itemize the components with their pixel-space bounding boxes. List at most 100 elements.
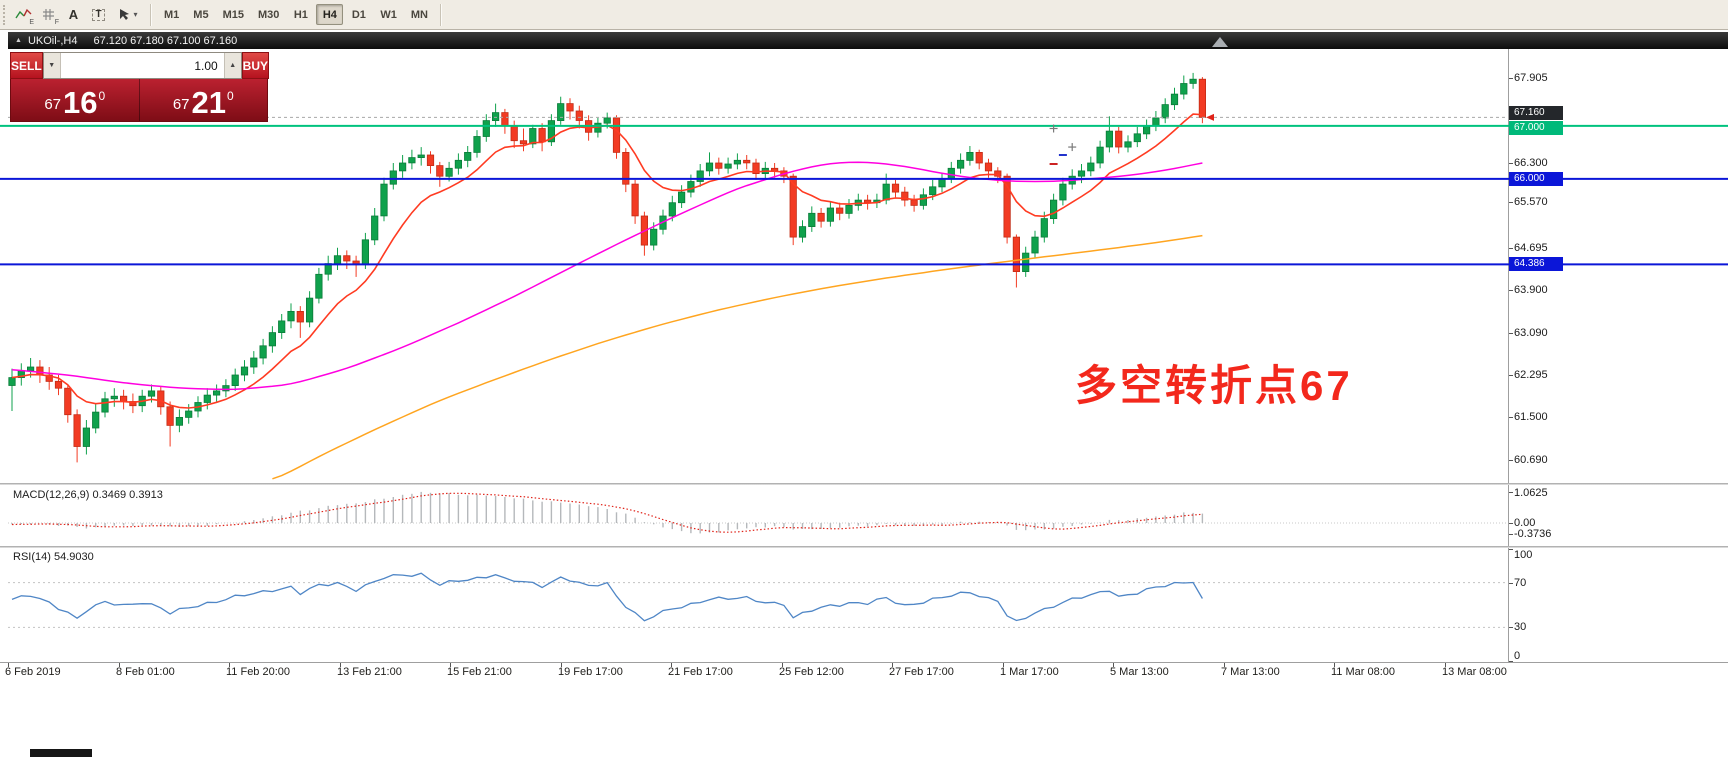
rsi-scale-label: 30 <box>1514 621 1527 633</box>
price-grid-label: 66.300 <box>1514 157 1548 169</box>
price-grid-tick <box>1509 460 1513 461</box>
time-axis-tick <box>1334 663 1335 667</box>
toolbar-separator <box>439 3 442 26</box>
macd-scale-tick <box>1509 534 1513 535</box>
time-axis-label: 11 Feb 20:00 <box>226 666 291 678</box>
chart-text-annotation[interactable]: 多空转折点67 <box>1075 362 1353 409</box>
time-axis-tick <box>229 663 230 667</box>
price-level-box: 66.000 <box>1509 172 1563 186</box>
ohlc-readout: 67.120 67.180 67.100 67.160 <box>93 34 238 47</box>
time-axis-label: 15 Feb 21:00 <box>447 666 512 678</box>
bid-price: 67 16 0 <box>11 79 139 121</box>
macd-panel-area[interactable] <box>8 487 1508 545</box>
bid-big-digits: 16 <box>63 84 98 120</box>
time-axis-label: 21 Feb 17:00 <box>668 666 733 678</box>
text-tool-glyph: A <box>68 7 79 22</box>
bid-ask-display: 67 16 0 67 21 0 <box>10 79 268 122</box>
timeframe-button-M1[interactable]: M1 <box>164 8 180 21</box>
price-grid-label: 67.905 <box>1514 72 1548 84</box>
indicator-zigzag-icon[interactable]: E <box>11 3 36 26</box>
price-axis-border <box>1508 49 1509 662</box>
rsi-scale-tick <box>1509 583 1513 584</box>
bid-head: 67 <box>44 96 61 113</box>
time-axis-label: 13 Feb 21:00 <box>337 666 402 678</box>
draw-tools-icon[interactable]: ▾ <box>111 3 145 26</box>
time-axis-label: 13 Mar 08:00 <box>1442 666 1507 678</box>
sell-button[interactable]: SELL <box>10 52 43 79</box>
toolbar-grip[interactable] <box>3 4 7 25</box>
volume-input[interactable] <box>60 53 224 78</box>
timeframe-button-M15[interactable]: M15 <box>222 8 244 21</box>
time-axis-tick <box>450 663 451 667</box>
volume-control: ▼ ▲ <box>42 52 242 79</box>
price-grid-label: 64.695 <box>1514 242 1548 254</box>
icon-badge: F <box>54 19 59 26</box>
bid-pip-digit: 0 <box>98 89 106 103</box>
time-axis-tick <box>561 663 562 667</box>
volume-decrease-button[interactable]: ▼ <box>43 53 61 78</box>
rsi-splitter[interactable] <box>0 546 1728 548</box>
time-axis-tick <box>1113 663 1114 667</box>
time-axis-label: 1 Mar 17:00 <box>1000 666 1059 678</box>
rsi-scale-tick <box>1509 661 1513 662</box>
rsi-scale-label: 100 <box>1514 549 1533 561</box>
ask-pip-digit: 0 <box>226 89 234 103</box>
time-axis-tick <box>1224 663 1225 667</box>
timeframe-button-W1[interactable]: W1 <box>380 8 397 21</box>
taskbar-fragment <box>30 749 92 757</box>
macd-label: MACD(12,26,9) 0.3469 0.3913 <box>13 489 163 501</box>
price-grid-tick <box>1509 375 1513 376</box>
price-level-box: 67.000 <box>1509 121 1563 135</box>
timeframe-button-M30[interactable]: M30 <box>257 8 280 21</box>
time-axis-tick <box>1003 663 1004 667</box>
icon-badge: E <box>29 19 34 26</box>
price-grid-label: 63.090 <box>1514 327 1548 339</box>
grid-icon[interactable]: F <box>36 3 61 26</box>
timeframe-button-MN[interactable]: MN <box>410 8 428 21</box>
price-grid-label: 60.690 <box>1514 454 1548 466</box>
chart-title-bar[interactable]: ▲ UKOil-,H4 67.120 67.180 67.100 67.160 <box>8 32 1728 49</box>
toolbar-separator <box>150 3 152 26</box>
one-click-trade-panel: SELL ▼ ▲ BUY 67 16 0 67 21 0 <box>10 52 270 122</box>
price-level-box: 64.386 <box>1509 257 1563 271</box>
macd-scale-label: -0.3736 <box>1514 528 1552 540</box>
time-axis-label: 11 Mar 08:00 <box>1331 666 1396 678</box>
rsi-panel-area[interactable] <box>8 549 1508 661</box>
price-grid-tick <box>1509 333 1513 334</box>
timeframe-button-D1[interactable]: D1 <box>351 8 366 21</box>
time-axis-tick <box>782 663 783 667</box>
time-axis-label: 8 Feb 01:00 <box>116 666 175 678</box>
rsi-scale-label: 70 <box>1514 577 1527 589</box>
price-grid-label: 65.570 <box>1514 196 1548 208</box>
rsi-scale-tick <box>1509 549 1513 550</box>
timeframe-button-H1[interactable]: H1 <box>293 8 308 21</box>
time-axis-label: 6 Feb 2019 <box>5 666 61 678</box>
macd-scale-tick <box>1509 492 1513 493</box>
buy-button[interactable]: BUY <box>241 52 270 79</box>
timeframe-button-H4[interactable]: H4 <box>316 4 344 25</box>
time-axis-tick <box>1445 663 1446 667</box>
timeframe-button-M5[interactable]: M5 <box>193 8 209 21</box>
macd-splitter[interactable] <box>0 483 1728 485</box>
price-divider <box>138 79 140 121</box>
time-axis-border <box>0 662 1728 663</box>
time-axis-label: 7 Mar 13:00 <box>1221 666 1280 678</box>
text-tool-icon[interactable]: A <box>61 3 86 26</box>
price-grid-tick <box>1509 248 1513 249</box>
label-tool-glyph: T <box>92 8 105 21</box>
time-axis-label: 19 Feb 17:00 <box>558 666 623 678</box>
price-grid-tick <box>1509 78 1513 79</box>
label-tool-icon[interactable]: T <box>86 3 111 26</box>
macd-scale-tick <box>1509 523 1513 524</box>
toolbar: E F A T ▾ M1 M5 M15 M30 H1 H4 D1 W1 MN <box>0 0 1728 30</box>
price-grid-tick <box>1509 417 1513 418</box>
ask-big-digits: 21 <box>191 84 226 120</box>
price-grid-tick <box>1509 290 1513 291</box>
time-axis-label: 5 Mar 13:00 <box>1110 666 1169 678</box>
rsi-scale-label: 0 <box>1514 650 1521 662</box>
price-grid-label: 63.900 <box>1514 284 1548 296</box>
price-axis[interactable] <box>1508 49 1568 662</box>
volume-increase-button[interactable]: ▲ <box>223 53 241 78</box>
time-axis-label: 27 Feb 17:00 <box>889 666 954 678</box>
collapse-triangle-icon: ▲ <box>15 37 22 44</box>
